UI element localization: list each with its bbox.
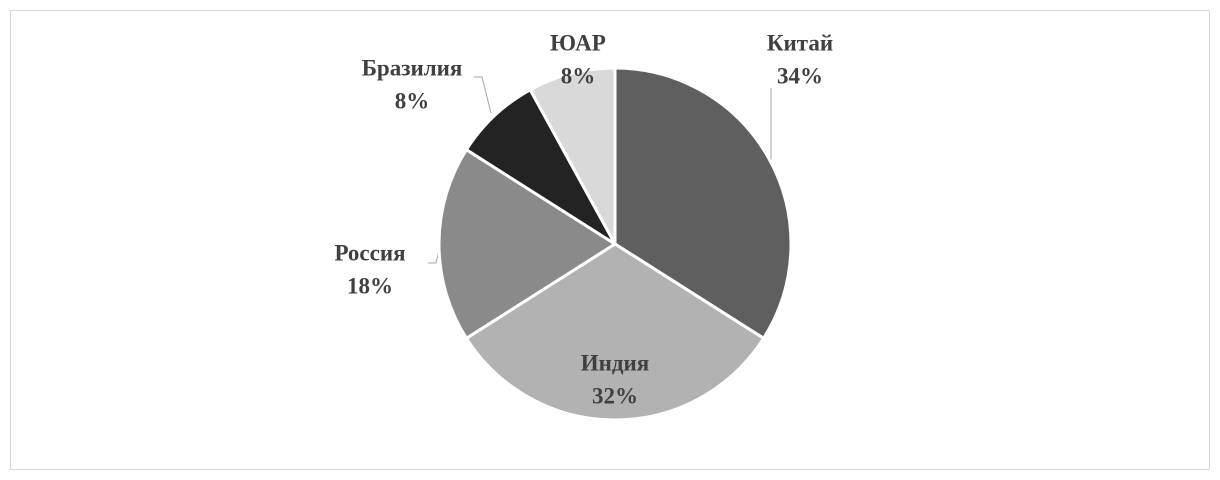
pie-slice (464, 87, 617, 246)
category-label: Китай (767, 30, 833, 55)
value-label: 32% (592, 383, 638, 408)
category-label: Россия (334, 240, 405, 265)
value-label: 8% (561, 63, 596, 88)
category-label: Бразилия (362, 55, 463, 80)
pie-slice (437, 147, 618, 341)
leader-line (474, 76, 492, 114)
value-label: 34% (777, 63, 823, 88)
value-label: 8% (395, 88, 430, 113)
value-label: 18% (347, 273, 393, 298)
pie-slice (464, 242, 766, 422)
category-label: ЮАР (550, 30, 606, 55)
category-label: Индия (581, 350, 649, 375)
pie-slice (528, 66, 617, 245)
